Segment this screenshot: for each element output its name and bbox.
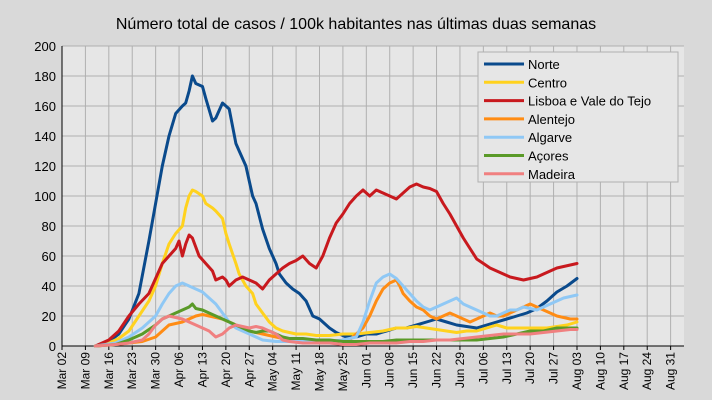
- x-tick-label: Jun 08: [383, 352, 397, 388]
- legend-label: Centro: [528, 75, 567, 90]
- y-tick-label: 160: [34, 99, 56, 114]
- x-tick-label: Mar 09: [78, 352, 92, 390]
- x-tick-label: Mar 30: [149, 352, 163, 390]
- series-lines: [93, 74, 579, 348]
- y-tick-label: 120: [34, 159, 56, 174]
- legend-label: Açores: [528, 149, 569, 164]
- legend-box: [477, 51, 679, 183]
- x-tick-label: Jun 29: [453, 352, 467, 388]
- x-tick-label: Jun 01: [359, 352, 373, 388]
- series-line: [93, 182, 579, 348]
- x-tick-label: Apr 13: [195, 352, 209, 388]
- x-tick-label: May 04: [266, 352, 280, 392]
- x-tick-label: Aug 10: [593, 352, 607, 390]
- series-line: [93, 74, 579, 348]
- y-tick-label: 60: [42, 249, 56, 264]
- y-tick-label: 100: [34, 189, 56, 204]
- legend: Norte Centro Lisboa e Vale do Tejo Alentejo…: [477, 51, 679, 183]
- x-tick-label: Aug 31: [664, 352, 678, 390]
- x-tick-label: Mar 23: [125, 352, 139, 390]
- x-tick-label: Aug 03: [570, 352, 584, 390]
- x-tick-label: Apr 27: [242, 352, 256, 388]
- x-tick-label: May 25: [336, 352, 350, 392]
- gridlines: [61, 45, 684, 347]
- y-tick-label: 0: [49, 339, 56, 354]
- x-tick-label: Aug 17: [617, 352, 631, 390]
- y-tick-label: 180: [34, 69, 56, 84]
- x-tick-label: Jul 20: [523, 352, 537, 384]
- x-tick-label: Apr 06: [172, 352, 186, 388]
- x-tick-label: May 11: [289, 352, 303, 391]
- x-tick-label: Jun 22: [430, 352, 444, 388]
- legend-label: Lisboa e Vale do Tejo: [528, 94, 651, 109]
- x-tick-label: Mar 16: [102, 352, 116, 390]
- x-tick-label: Mar 02: [55, 352, 69, 390]
- series-line: [93, 314, 579, 348]
- x-axis: Mar 02 Mar 09 Mar 16 Mar 23 Mar 30 Apr 06 Apr …: [55, 345, 684, 392]
- x-tick-label: Jul 06: [476, 352, 490, 384]
- y-axis: 0 20 40 60 80 100 120 140 160 180 200: [34, 39, 63, 354]
- y-tick-label: 40: [42, 279, 56, 294]
- x-tick-label: Jul 27: [547, 352, 561, 384]
- y-tick-label: 140: [34, 129, 56, 144]
- y-tick-label: 200: [34, 39, 56, 54]
- x-tick-label: Jun 15: [406, 352, 420, 388]
- y-tick-label: 80: [42, 219, 56, 234]
- x-tick-label: Apr 20: [219, 352, 233, 388]
- x-tick-label: May 18: [312, 352, 326, 392]
- y-tick-label: 20: [42, 309, 56, 324]
- series-line: [93, 272, 579, 348]
- legend-label: Madeira: [528, 167, 576, 182]
- x-tick-label: Aug 24: [640, 352, 654, 390]
- chart-title: Número total de casos / 100k habitantes …: [116, 16, 596, 33]
- legend-label: Alentejo: [528, 112, 575, 127]
- series-line: [93, 188, 579, 348]
- legend-label: Algarve: [528, 130, 572, 145]
- legend-label: Norte: [528, 57, 560, 72]
- x-tick-label: Jul 13: [500, 352, 514, 384]
- series-line: [93, 278, 579, 348]
